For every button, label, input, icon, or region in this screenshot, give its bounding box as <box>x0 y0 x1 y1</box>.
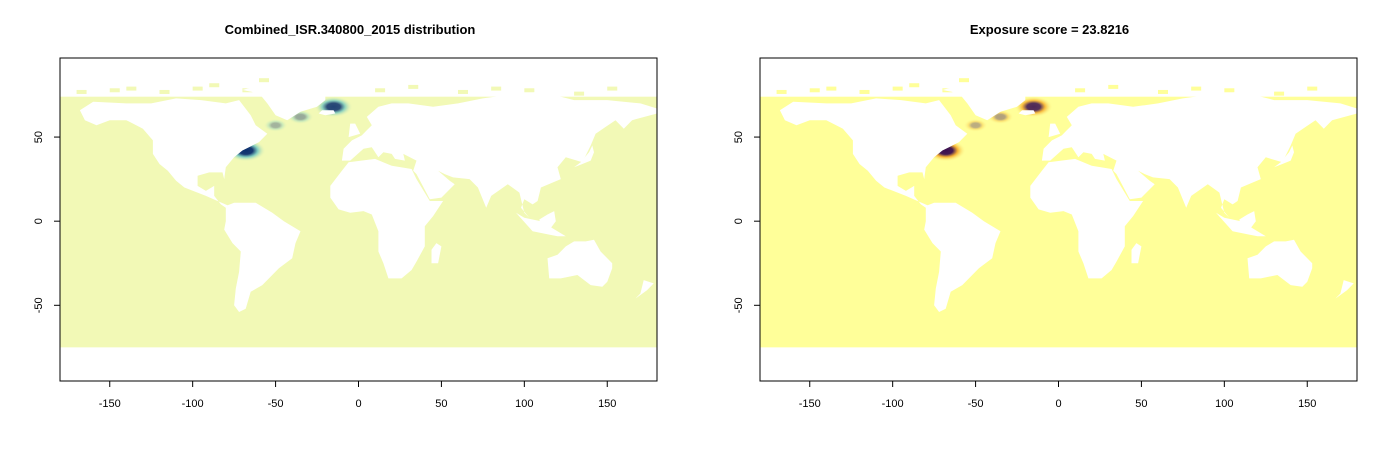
x-tick-label: 50 <box>1135 398 1147 410</box>
land-iceland <box>1018 110 1036 116</box>
arctic-cell <box>524 88 535 93</box>
arctic-cell <box>809 88 820 93</box>
x-tick-label: -150 <box>99 398 121 410</box>
plot-title: Combined_ISR.340800_2015 distribution <box>224 22 476 37</box>
land-newZealand <box>635 280 654 299</box>
land-northAmerica <box>79 98 268 208</box>
arctic-cell <box>126 86 137 91</box>
y-tick-label: -50 <box>733 297 745 313</box>
arctic-cell <box>1224 88 1235 93</box>
arctic-cell <box>1307 86 1318 91</box>
x-tick-label: -150 <box>799 398 821 410</box>
arctic-cell <box>909 83 920 88</box>
land-eurasia <box>341 91 657 218</box>
panel-distribution: Combined_ISR.340800_2015 distribution -1… <box>33 22 658 410</box>
arctic-cell <box>1274 91 1285 96</box>
hotspot <box>963 118 988 132</box>
arctic-cell <box>959 78 969 83</box>
land-australia <box>1247 239 1313 287</box>
x-tick-label: 100 <box>1215 398 1233 410</box>
land-greenland <box>942 81 1026 121</box>
arctic-cell <box>159 89 170 94</box>
x-tick-label: 0 <box>355 398 361 410</box>
x-tick-label: -100 <box>882 398 904 410</box>
arctic-cell <box>574 91 585 96</box>
land-japan <box>1274 145 1294 168</box>
arctic-cell <box>607 86 618 91</box>
y-tick-label: 0 <box>733 218 745 224</box>
arctic-cell <box>259 78 269 83</box>
land-indonesia <box>1216 212 1266 237</box>
arctic-cell <box>491 86 502 91</box>
x-tick-label: 150 <box>1298 398 1316 410</box>
land-newZealand <box>1335 280 1354 299</box>
x-tick-label: 150 <box>598 398 616 410</box>
arctic-cell <box>458 89 468 94</box>
arctic-cell <box>109 88 120 93</box>
arctic-cell <box>408 84 419 89</box>
land-southAmerica <box>924 202 1001 312</box>
arctic-cell <box>1108 84 1119 89</box>
x-tick-label: 100 <box>515 398 533 410</box>
x-tick-label: 50 <box>435 398 447 410</box>
map-plot: -150 -100 -50 0 50 100 150 50 0 -50 <box>33 57 658 410</box>
panel-exposure: Exposure score = 23.8216 -150 -100 -50 0 50 1… <box>700 0 1399 455</box>
y-tick-label: -50 <box>33 297 45 313</box>
land-southAmerica <box>224 202 301 312</box>
land-borneo <box>1239 211 1256 228</box>
arctic-cell <box>375 88 386 93</box>
land-greenland <box>242 81 326 121</box>
arctic-cell <box>892 86 903 91</box>
land-africa <box>330 158 444 279</box>
x-tick-label: -100 <box>182 398 204 410</box>
arctic-cell <box>859 89 870 94</box>
y-tick-label: 50 <box>733 131 745 143</box>
land-madagascar <box>1131 243 1142 264</box>
land-africa <box>1030 158 1144 279</box>
land-uk <box>1048 123 1061 138</box>
land-indonesia <box>516 212 566 237</box>
hotspot <box>263 118 288 132</box>
land-australia <box>547 239 613 287</box>
plot-title: Exposure score = 23.8216 <box>969 22 1130 37</box>
arctic-cell <box>1075 88 1086 93</box>
land-madagascar <box>431 243 442 264</box>
arctic-cell <box>192 86 203 91</box>
x-tick-label: -50 <box>968 398 984 410</box>
arctic-cell <box>1158 89 1168 94</box>
land-northAmerica <box>779 98 968 208</box>
arctic-cell <box>826 86 837 91</box>
arctic-cell <box>76 89 87 94</box>
map-plot: -150 -100 -50 0 50 100 150 50 0 -50 <box>733 57 1358 410</box>
arctic-cell <box>1191 86 1202 91</box>
x-tick-label: -50 <box>268 398 284 410</box>
arctic-cell <box>209 83 220 88</box>
land-japan <box>574 145 594 168</box>
land-eurasia <box>1041 91 1357 218</box>
land-borneo <box>539 211 556 228</box>
land-uk <box>348 123 361 138</box>
x-tick-label: 0 <box>1055 398 1061 410</box>
y-tick-label: 50 <box>33 131 45 143</box>
arctic-cell <box>776 89 787 94</box>
y-tick-label: 0 <box>33 218 45 224</box>
land-iceland <box>318 110 336 116</box>
